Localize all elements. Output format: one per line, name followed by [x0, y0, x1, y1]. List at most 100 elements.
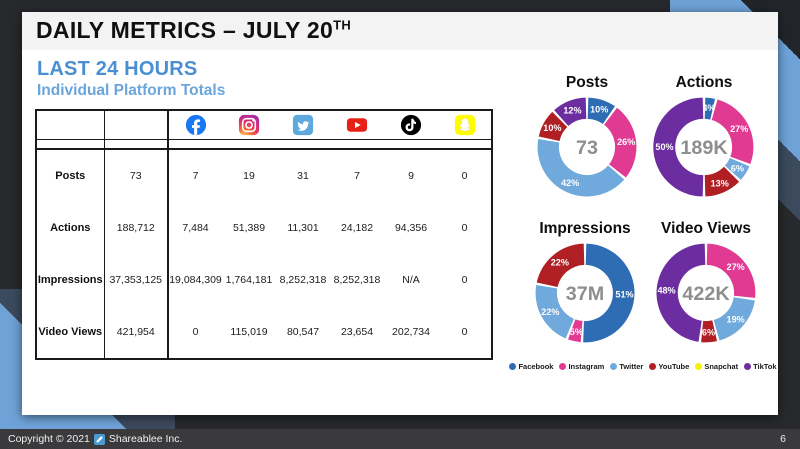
metric-cell: 1,764,181 — [225, 274, 273, 286]
segment-label: 26% — [617, 137, 635, 147]
segment-label: 22% — [541, 307, 559, 317]
legend-dot-snapchat — [695, 363, 703, 370]
donut-impressions-svg: 51% 5% 22% 22% 37M — [535, 243, 635, 343]
row-total: 188,712 — [104, 202, 169, 254]
facebook-icon — [185, 114, 207, 136]
header-youtube — [330, 110, 384, 140]
footer-copyright: Copyright © 2021 — [8, 433, 90, 445]
spacer-cell — [168, 139, 492, 150]
segment-label: 27% — [730, 124, 748, 134]
metric-cell: 80,547 — [286, 326, 320, 338]
segment-label: 4% — [702, 103, 715, 113]
chart-title-posts: Posts — [565, 74, 609, 91]
shareablee-logo-icon — [93, 433, 105, 445]
legend-item-tiktok: TikTok — [744, 362, 777, 371]
donut-segment-instagram — [706, 243, 756, 298]
spacer-cell — [104, 139, 169, 150]
metric-cell: 115,019 — [230, 326, 268, 338]
metric-cell: 11,301 — [287, 222, 319, 234]
segment-label: 19% — [727, 314, 745, 324]
metric-cell: 9 — [408, 170, 414, 182]
legend-item-instagram: Instagram — [559, 362, 604, 371]
footer-company: Shareablee Inc. — [108, 433, 183, 445]
donut-actions-svg: 4% 27% 6%13% 50% 189K — [653, 97, 754, 197]
donut-chart-posts: Posts 10% 26% 42% 10% 12% 73 — [525, 74, 649, 199]
donut-center-label: 37M — [566, 283, 604, 305]
metric-cell: 19 — [243, 170, 255, 182]
tiktok-icon — [400, 114, 422, 136]
legend-item-facebook: Facebook — [509, 362, 553, 371]
metric-cell: 8,252,318 — [279, 274, 327, 286]
metric-cell: 0 — [192, 326, 199, 338]
metric-cell: 0 — [461, 222, 468, 234]
donut-center-label: 189K — [680, 137, 728, 159]
footer-left: Copyright © 2021 Shareablee Inc. — [8, 433, 182, 445]
table-row: Impressions 37,353,125 19,084,309 1,764,181… — [36, 254, 492, 306]
metric-cell: 7 — [354, 170, 360, 182]
metric-cell: N/A — [402, 274, 420, 286]
segment-label: 5% — [570, 327, 583, 337]
metric-cell: 7,484 — [182, 222, 209, 234]
metrics-table-wrap: Posts 73 7 19 31 7 9 0 Actions 188,712 7,484 51,389… — [35, 109, 493, 360]
legend-label: TikTok — [753, 362, 777, 371]
segment-label: 48% — [657, 286, 675, 296]
segment-label: 27% — [727, 262, 745, 272]
chart-title-video-views: Video Views — [661, 220, 751, 237]
footer-bar: Copyright © 2021 Shareablee Inc. 6 — [0, 429, 800, 449]
row-total: 421,954 — [104, 306, 169, 359]
table-row: Video Views 421,954 0 115,019 80,547 23,654 20… — [36, 306, 492, 359]
legend-item-youtube: YouTube — [649, 362, 689, 371]
legend-item-snapchat: Snapchat — [695, 362, 738, 371]
donut-segment-twitter — [724, 158, 750, 180]
donut-segment-instagram — [604, 107, 637, 178]
row-label: Actions — [36, 202, 105, 254]
donut-segment-tiktok — [653, 97, 704, 197]
metric-cell: 7 — [192, 170, 199, 182]
legend-dot-tiktok — [744, 363, 752, 370]
donut-segment-instagram — [711, 99, 754, 164]
metric-cell: 31 — [297, 170, 309, 182]
donut-segment-facebook — [587, 97, 615, 124]
donut-segment-twitter — [713, 297, 755, 341]
row-label: Posts — [36, 149, 105, 202]
segment-label: 10% — [543, 123, 561, 133]
slide-canvas: DAILY METRICS – JULY 20TH LAST 24 HOURS … — [22, 12, 778, 415]
subtitle-individual-platform-totals: Individual Platform Totals — [37, 82, 226, 99]
metric-cell: 19,084,309 — [169, 274, 222, 286]
legend-dot-twitter — [610, 363, 618, 370]
table-row: Posts 73 7 19 31 7 9 0 — [36, 149, 492, 202]
slide-title: DAILY METRICS – JULY 20TH — [36, 17, 351, 44]
donut-segment-facebook — [704, 97, 716, 120]
donut-segment-youtube — [538, 111, 568, 142]
platform-legend: Facebook Instagram Twitter YouTube Snapchat T… — [506, 362, 780, 371]
chart-title-actions: Actions — [675, 74, 733, 91]
segment-label: 22% — [551, 258, 569, 268]
donut-chart-video-views: Video Views 27% 19% 6% 48% 422K — [644, 220, 768, 345]
donut-chart-impressions: Impressions 51% 5% 22% 22% 37M — [523, 220, 647, 345]
segment-label: 10% — [590, 105, 608, 115]
metric-cell: 0 — [461, 274, 468, 286]
header-twitter — [276, 110, 330, 140]
donut-segment-facebook — [583, 243, 635, 343]
donut-segment-tiktok — [656, 243, 706, 342]
title-strip — [22, 12, 778, 50]
snapchat-icon — [454, 114, 476, 136]
segment-label: 50% — [655, 142, 673, 152]
metric-cell: 24,182 — [340, 222, 374, 234]
header-instagram — [222, 110, 276, 140]
legend-dot-facebook — [509, 363, 517, 370]
table-row: Actions 188,712 7,484 51,389 11,301 24,182 94,… — [36, 202, 492, 254]
legend-label: YouTube — [658, 362, 690, 371]
metric-cell: 23,654 — [340, 326, 374, 338]
chart-title-impressions: Impressions — [539, 220, 631, 237]
metric-cell: 51,389 — [232, 222, 266, 234]
header-facebook — [168, 110, 222, 140]
donut-segment-youtube — [704, 166, 740, 197]
legend-label: Twitter — [619, 362, 644, 371]
legend-label: Instagram — [568, 362, 605, 371]
header-snapchat — [438, 110, 492, 140]
slide-title-text: DAILY METRICS – JULY 20 — [36, 17, 334, 43]
donut-center-label: 422K — [682, 283, 730, 305]
donut-posts-svg: 10%26%42%10%12%73 — [537, 97, 637, 197]
instagram-icon — [238, 114, 260, 136]
